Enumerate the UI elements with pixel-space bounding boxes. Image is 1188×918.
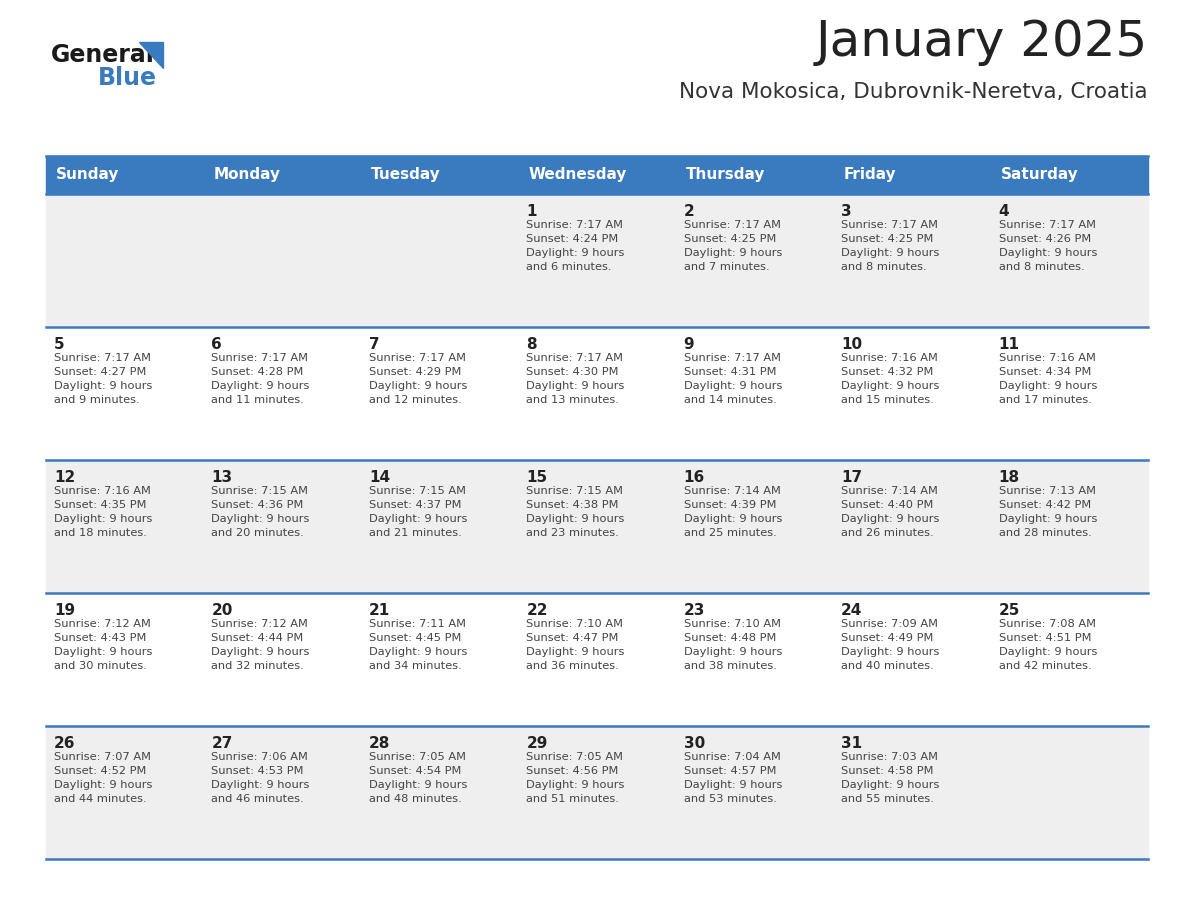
Text: Blue: Blue bbox=[97, 66, 157, 90]
Text: 1: 1 bbox=[526, 204, 537, 219]
Text: 7: 7 bbox=[368, 337, 379, 352]
Text: 23: 23 bbox=[684, 603, 706, 618]
Text: Sunday: Sunday bbox=[56, 167, 119, 183]
Text: Sunrise: 7:17 AM
Sunset: 4:24 PM
Daylight: 9 hours
and 6 minutes.: Sunrise: 7:17 AM Sunset: 4:24 PM Dayligh… bbox=[526, 220, 625, 272]
Text: Sunrise: 7:06 AM
Sunset: 4:53 PM
Daylight: 9 hours
and 46 minutes.: Sunrise: 7:06 AM Sunset: 4:53 PM Dayligh… bbox=[211, 752, 310, 804]
Text: 12: 12 bbox=[53, 470, 75, 485]
Text: 30: 30 bbox=[684, 736, 704, 751]
Text: Sunrise: 7:10 AM
Sunset: 4:48 PM
Daylight: 9 hours
and 38 minutes.: Sunrise: 7:10 AM Sunset: 4:48 PM Dayligh… bbox=[684, 619, 782, 671]
Text: 27: 27 bbox=[211, 736, 233, 751]
Text: Sunrise: 7:08 AM
Sunset: 4:51 PM
Daylight: 9 hours
and 42 minutes.: Sunrise: 7:08 AM Sunset: 4:51 PM Dayligh… bbox=[999, 619, 1097, 671]
Text: Sunrise: 7:13 AM
Sunset: 4:42 PM
Daylight: 9 hours
and 28 minutes.: Sunrise: 7:13 AM Sunset: 4:42 PM Dayligh… bbox=[999, 486, 1097, 538]
Text: Sunrise: 7:17 AM
Sunset: 4:29 PM
Daylight: 9 hours
and 12 minutes.: Sunrise: 7:17 AM Sunset: 4:29 PM Dayligh… bbox=[368, 353, 467, 405]
Text: Sunrise: 7:05 AM
Sunset: 4:56 PM
Daylight: 9 hours
and 51 minutes.: Sunrise: 7:05 AM Sunset: 4:56 PM Dayligh… bbox=[526, 752, 625, 804]
Text: Tuesday: Tuesday bbox=[371, 167, 441, 183]
Text: Sunrise: 7:15 AM
Sunset: 4:37 PM
Daylight: 9 hours
and 21 minutes.: Sunrise: 7:15 AM Sunset: 4:37 PM Dayligh… bbox=[368, 486, 467, 538]
Text: Sunrise: 7:17 AM
Sunset: 4:30 PM
Daylight: 9 hours
and 13 minutes.: Sunrise: 7:17 AM Sunset: 4:30 PM Dayligh… bbox=[526, 353, 625, 405]
Text: Nova Mokosica, Dubrovnik-Neretva, Croatia: Nova Mokosica, Dubrovnik-Neretva, Croati… bbox=[680, 82, 1148, 102]
Text: 16: 16 bbox=[684, 470, 704, 485]
Text: 4: 4 bbox=[999, 204, 1009, 219]
Text: Sunrise: 7:05 AM
Sunset: 4:54 PM
Daylight: 9 hours
and 48 minutes.: Sunrise: 7:05 AM Sunset: 4:54 PM Dayligh… bbox=[368, 752, 467, 804]
Text: Sunrise: 7:11 AM
Sunset: 4:45 PM
Daylight: 9 hours
and 34 minutes.: Sunrise: 7:11 AM Sunset: 4:45 PM Dayligh… bbox=[368, 619, 467, 671]
Text: Sunrise: 7:04 AM
Sunset: 4:57 PM
Daylight: 9 hours
and 53 minutes.: Sunrise: 7:04 AM Sunset: 4:57 PM Dayligh… bbox=[684, 752, 782, 804]
Text: 17: 17 bbox=[841, 470, 862, 485]
Text: January 2025: January 2025 bbox=[816, 18, 1148, 66]
Text: 19: 19 bbox=[53, 603, 75, 618]
Text: 6: 6 bbox=[211, 337, 222, 352]
Text: 9: 9 bbox=[684, 337, 694, 352]
Bar bbox=[46, 156, 1148, 194]
Text: 8: 8 bbox=[526, 337, 537, 352]
Polygon shape bbox=[139, 42, 163, 68]
Text: 11: 11 bbox=[999, 337, 1019, 352]
Text: Sunrise: 7:17 AM
Sunset: 4:25 PM
Daylight: 9 hours
and 7 minutes.: Sunrise: 7:17 AM Sunset: 4:25 PM Dayligh… bbox=[684, 220, 782, 272]
Text: Sunrise: 7:17 AM
Sunset: 4:25 PM
Daylight: 9 hours
and 8 minutes.: Sunrise: 7:17 AM Sunset: 4:25 PM Dayligh… bbox=[841, 220, 940, 272]
Text: Sunrise: 7:15 AM
Sunset: 4:36 PM
Daylight: 9 hours
and 20 minutes.: Sunrise: 7:15 AM Sunset: 4:36 PM Dayligh… bbox=[211, 486, 310, 538]
Text: 29: 29 bbox=[526, 736, 548, 751]
Text: 26: 26 bbox=[53, 736, 76, 751]
Text: Sunrise: 7:15 AM
Sunset: 4:38 PM
Daylight: 9 hours
and 23 minutes.: Sunrise: 7:15 AM Sunset: 4:38 PM Dayligh… bbox=[526, 486, 625, 538]
Text: Monday: Monday bbox=[214, 167, 280, 183]
Text: Sunrise: 7:16 AM
Sunset: 4:35 PM
Daylight: 9 hours
and 18 minutes.: Sunrise: 7:16 AM Sunset: 4:35 PM Dayligh… bbox=[53, 486, 152, 538]
Text: Thursday: Thursday bbox=[685, 167, 765, 183]
Text: Sunrise: 7:09 AM
Sunset: 4:49 PM
Daylight: 9 hours
and 40 minutes.: Sunrise: 7:09 AM Sunset: 4:49 PM Dayligh… bbox=[841, 619, 940, 671]
Bar bbox=[46, 460, 1148, 593]
Bar bbox=[46, 726, 1148, 859]
Text: Sunrise: 7:03 AM
Sunset: 4:58 PM
Daylight: 9 hours
and 55 minutes.: Sunrise: 7:03 AM Sunset: 4:58 PM Dayligh… bbox=[841, 752, 940, 804]
Text: 22: 22 bbox=[526, 603, 548, 618]
Text: 24: 24 bbox=[841, 603, 862, 618]
Text: 10: 10 bbox=[841, 337, 862, 352]
Text: Sunrise: 7:12 AM
Sunset: 4:44 PM
Daylight: 9 hours
and 32 minutes.: Sunrise: 7:12 AM Sunset: 4:44 PM Dayligh… bbox=[211, 619, 310, 671]
Text: Sunrise: 7:10 AM
Sunset: 4:47 PM
Daylight: 9 hours
and 36 minutes.: Sunrise: 7:10 AM Sunset: 4:47 PM Dayligh… bbox=[526, 619, 625, 671]
Text: 18: 18 bbox=[999, 470, 1019, 485]
Bar bbox=[46, 593, 1148, 726]
Text: 20: 20 bbox=[211, 603, 233, 618]
Text: 2: 2 bbox=[684, 204, 695, 219]
Text: 31: 31 bbox=[841, 736, 862, 751]
Text: 28: 28 bbox=[368, 736, 390, 751]
Text: Wednesday: Wednesday bbox=[529, 167, 626, 183]
Text: 15: 15 bbox=[526, 470, 548, 485]
Text: 25: 25 bbox=[999, 603, 1020, 618]
Text: Sunrise: 7:17 AM
Sunset: 4:26 PM
Daylight: 9 hours
and 8 minutes.: Sunrise: 7:17 AM Sunset: 4:26 PM Dayligh… bbox=[999, 220, 1097, 272]
Text: 5: 5 bbox=[53, 337, 64, 352]
Text: Sunrise: 7:12 AM
Sunset: 4:43 PM
Daylight: 9 hours
and 30 minutes.: Sunrise: 7:12 AM Sunset: 4:43 PM Dayligh… bbox=[53, 619, 152, 671]
Text: 3: 3 bbox=[841, 204, 852, 219]
Bar bbox=[46, 327, 1148, 460]
Text: Sunrise: 7:14 AM
Sunset: 4:40 PM
Daylight: 9 hours
and 26 minutes.: Sunrise: 7:14 AM Sunset: 4:40 PM Dayligh… bbox=[841, 486, 940, 538]
Text: 21: 21 bbox=[368, 603, 390, 618]
Text: Sunrise: 7:14 AM
Sunset: 4:39 PM
Daylight: 9 hours
and 25 minutes.: Sunrise: 7:14 AM Sunset: 4:39 PM Dayligh… bbox=[684, 486, 782, 538]
Text: Sunrise: 7:17 AM
Sunset: 4:27 PM
Daylight: 9 hours
and 9 minutes.: Sunrise: 7:17 AM Sunset: 4:27 PM Dayligh… bbox=[53, 353, 152, 405]
Text: 13: 13 bbox=[211, 470, 233, 485]
Text: Friday: Friday bbox=[843, 167, 896, 183]
Text: Sunrise: 7:07 AM
Sunset: 4:52 PM
Daylight: 9 hours
and 44 minutes.: Sunrise: 7:07 AM Sunset: 4:52 PM Dayligh… bbox=[53, 752, 152, 804]
Bar bbox=[46, 194, 1148, 327]
Text: Sunrise: 7:16 AM
Sunset: 4:32 PM
Daylight: 9 hours
and 15 minutes.: Sunrise: 7:16 AM Sunset: 4:32 PM Dayligh… bbox=[841, 353, 940, 405]
Text: Sunrise: 7:16 AM
Sunset: 4:34 PM
Daylight: 9 hours
and 17 minutes.: Sunrise: 7:16 AM Sunset: 4:34 PM Dayligh… bbox=[999, 353, 1097, 405]
Text: Sunrise: 7:17 AM
Sunset: 4:28 PM
Daylight: 9 hours
and 11 minutes.: Sunrise: 7:17 AM Sunset: 4:28 PM Dayligh… bbox=[211, 353, 310, 405]
Text: Sunrise: 7:17 AM
Sunset: 4:31 PM
Daylight: 9 hours
and 14 minutes.: Sunrise: 7:17 AM Sunset: 4:31 PM Dayligh… bbox=[684, 353, 782, 405]
Text: 14: 14 bbox=[368, 470, 390, 485]
Text: Saturday: Saturday bbox=[1000, 167, 1079, 183]
Text: General: General bbox=[51, 43, 154, 67]
